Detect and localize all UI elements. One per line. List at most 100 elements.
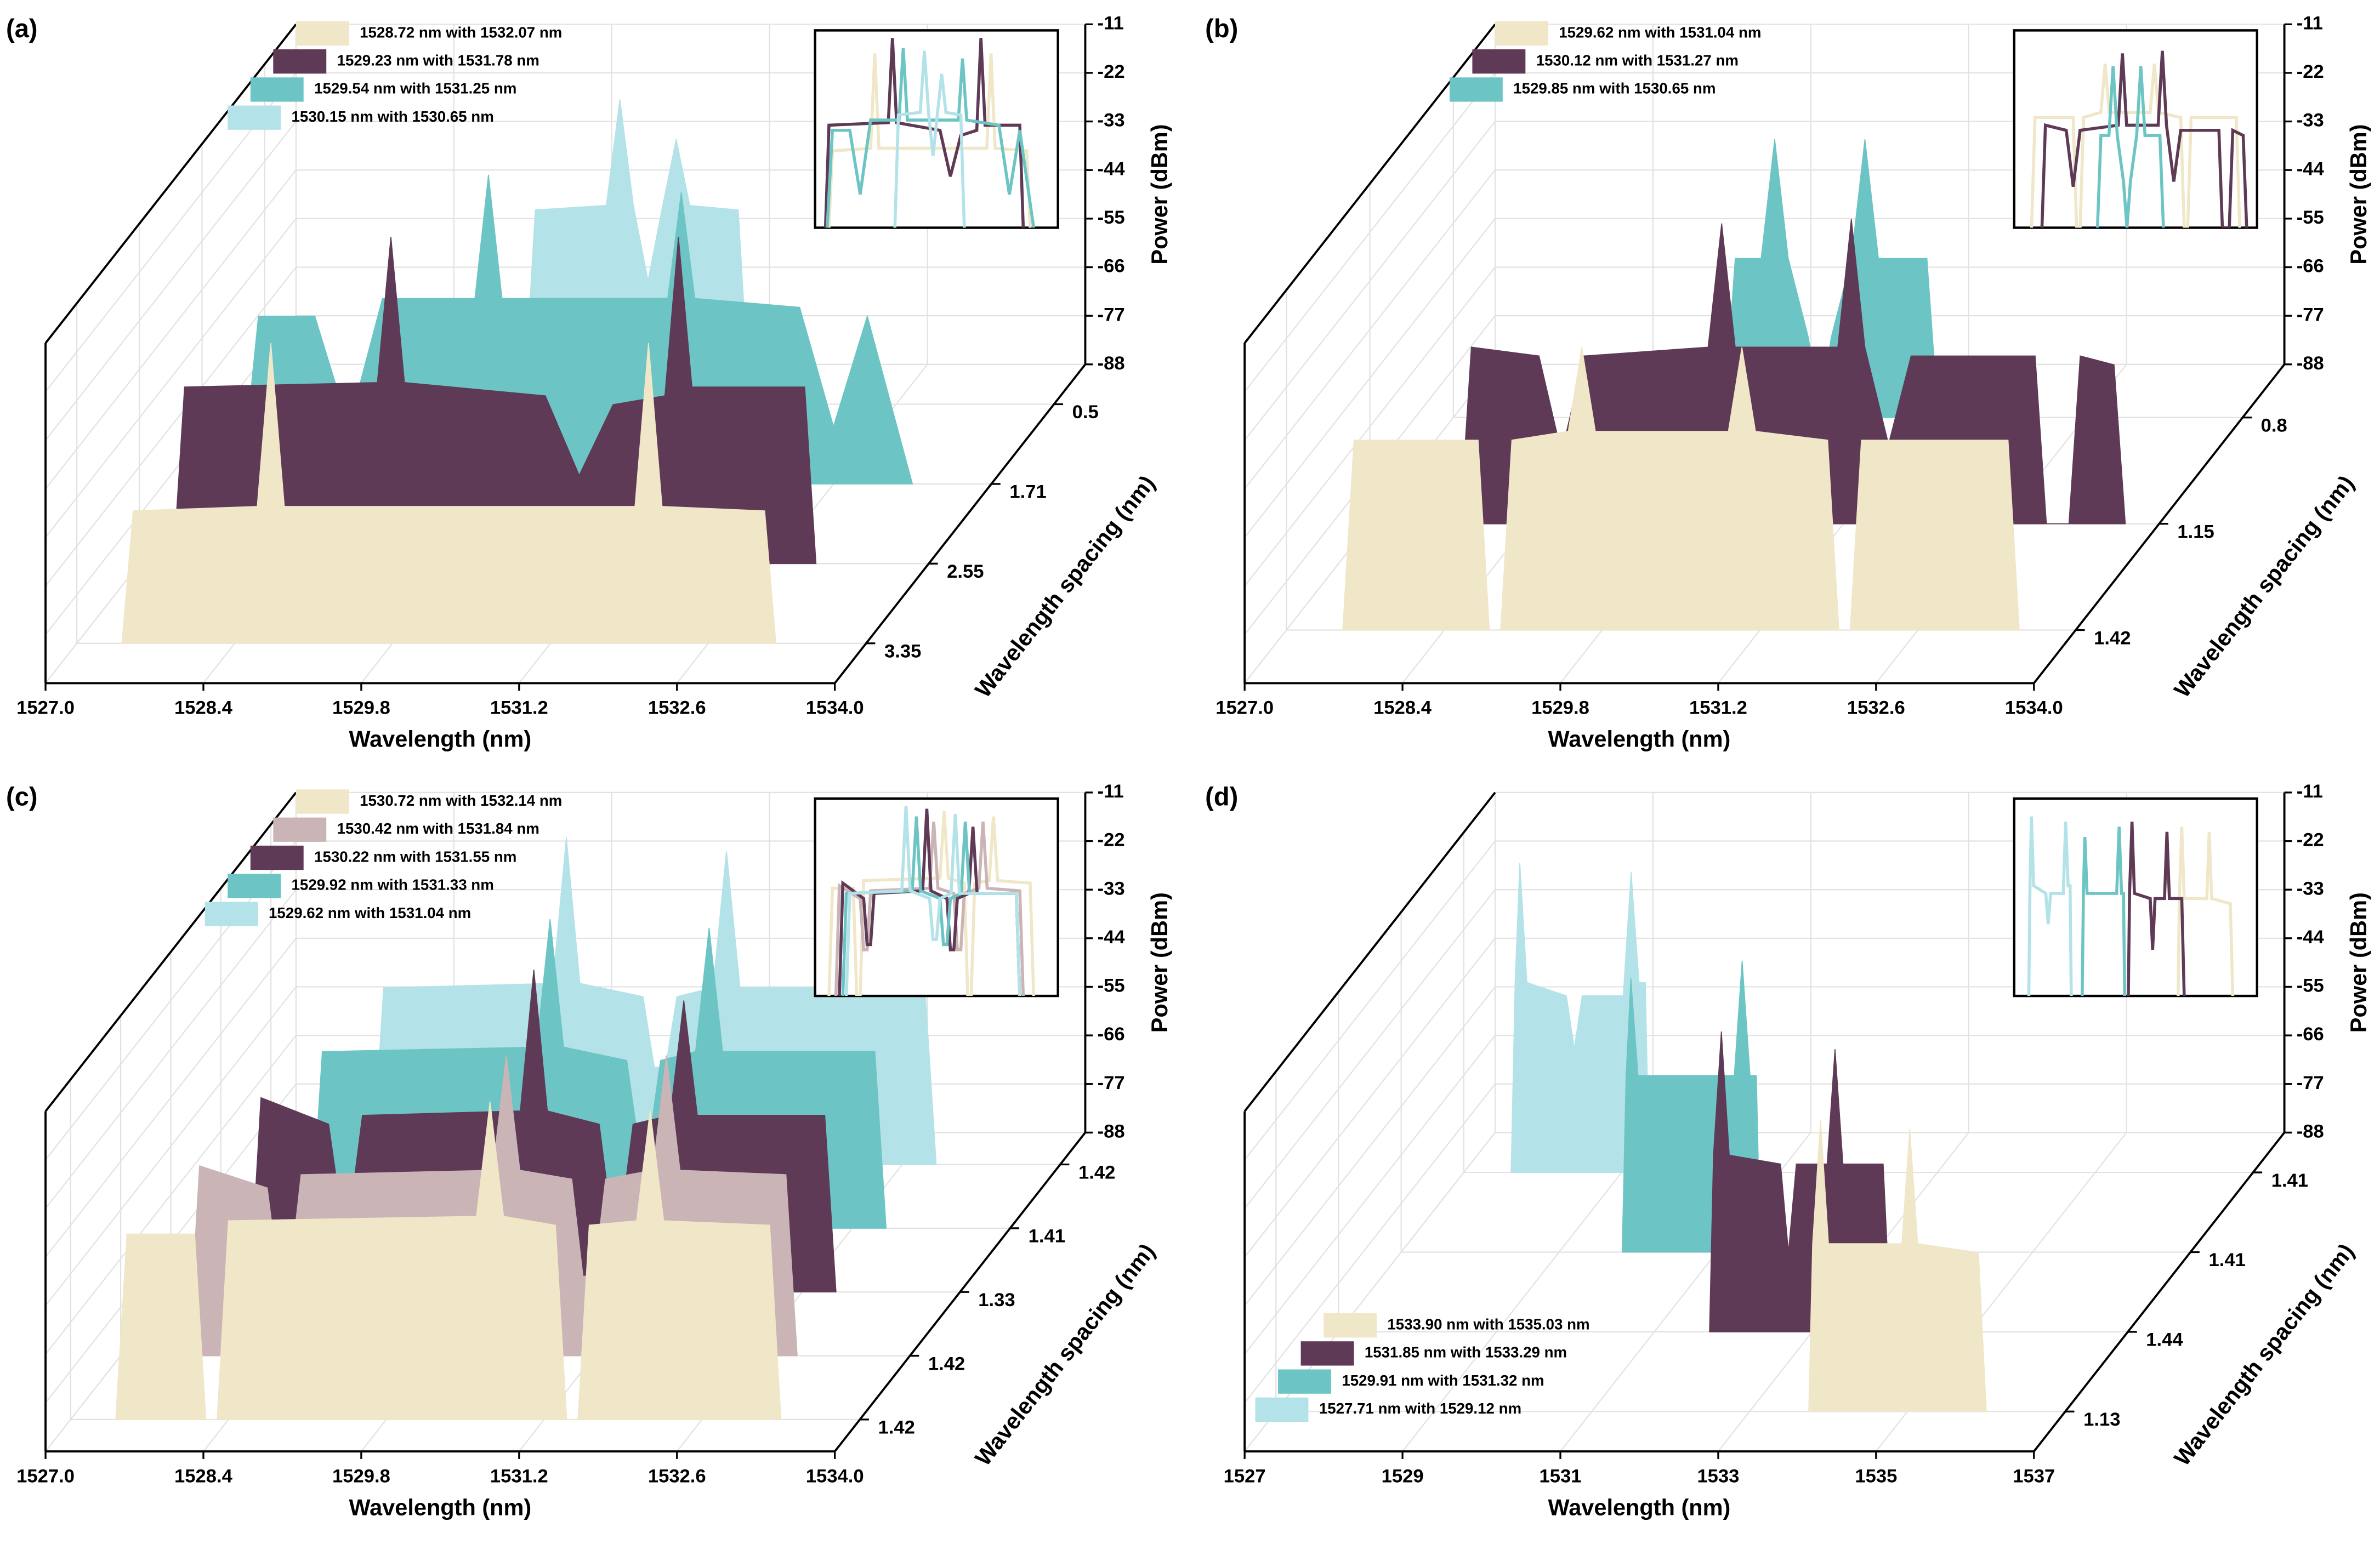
grid-line [45, 169, 297, 489]
legend-swatch [1495, 21, 1548, 46]
legend-label: 1529.54 nm with 1531.25 nm [314, 80, 516, 97]
depth-tick-label: 0.5 [1072, 402, 1099, 423]
z-tick-label: -66 [1098, 256, 1125, 277]
legend-label: 1530.12 nm with 1531.27 nm [1536, 52, 1739, 69]
z-tick-label: -11 [2297, 13, 2323, 33]
inset-line [826, 48, 1036, 228]
z-axis-title: Power (dBm) [2345, 892, 2371, 1033]
x-tick-label: 1534.0 [2005, 698, 2063, 719]
legend-label: 1529.23 nm with 1531.78 nm [337, 52, 539, 69]
z-tick-label: -55 [2297, 207, 2324, 228]
x-tick-label: 1534.0 [806, 698, 864, 719]
legend-swatch [296, 789, 349, 814]
depth-tick-label: 1.13 [2083, 1409, 2120, 1430]
x-tick-label: 1532.6 [648, 698, 706, 719]
x-axis-title: Wavelength (nm) [1548, 726, 1731, 752]
depth-tick-label: 1.42 [1078, 1162, 1115, 1183]
x-tick-label: 1527.0 [16, 698, 75, 719]
depth-axis [2033, 363, 2286, 684]
inset-frame [2013, 797, 2258, 998]
inset-line [2095, 66, 2165, 228]
z-axis-title: Power (dBm) [2345, 124, 2371, 265]
depth-tick-label: 1.42 [878, 1417, 915, 1438]
panel-label: (d) [1205, 782, 1238, 811]
depth-tick-label: 1.42 [2094, 628, 2131, 648]
z-tick-label: -66 [2297, 1024, 2324, 1045]
legend-swatch [1300, 1341, 1354, 1366]
grid-line [45, 266, 297, 586]
grid-line [1244, 889, 1496, 1209]
depth-tick-label: 1.44 [2146, 1330, 2183, 1351]
legend-label: 1533.90 nm with 1535.03 nm [1387, 1315, 1589, 1332]
inset-line [834, 821, 1025, 996]
z-tick-label: -33 [2297, 878, 2324, 899]
spectrum-area [121, 343, 777, 644]
legend-label: 1527.71 nm with 1529.12 nm [1319, 1400, 1521, 1417]
x-tick-label: 1527 [1224, 1466, 1266, 1486]
x-tick-label: 1528.4 [174, 1466, 233, 1486]
x-tick-label: 1531 [1540, 1466, 1582, 1486]
depth-tick-label: 3.35 [884, 641, 921, 662]
x-tick-label: 1529 [1382, 1466, 1424, 1486]
z-tick-label: -33 [1098, 110, 1125, 131]
x-tick-label: 1535 [1855, 1466, 1897, 1486]
legend-swatch [250, 845, 304, 870]
legend-label: 1529.62 nm with 1531.04 nm [1559, 24, 1761, 41]
x-tick-label: 1529.8 [332, 1466, 390, 1486]
x-axis-title: Wavelength (nm) [349, 726, 531, 752]
x-axis-title: Wavelength (nm) [1548, 1494, 1731, 1520]
x-tick-label: 1532.6 [1847, 698, 1905, 719]
legend-swatch [205, 902, 258, 926]
inset-line [2040, 50, 2248, 228]
inset-line [2027, 816, 2073, 996]
legend-label: 1530.72 nm with 1532.14 nm [360, 792, 562, 809]
inset-line [827, 811, 1036, 996]
depth-tick-label: 1.15 [2177, 521, 2214, 542]
x-tick-label: 1527.0 [1215, 698, 1274, 719]
z-tick-label: -66 [2297, 256, 2324, 277]
legend-label: 1530.42 nm with 1531.84 nm [337, 820, 539, 837]
legend-swatch [1278, 1369, 1331, 1394]
legend-swatch [1324, 1313, 1377, 1338]
z-tick-label: -22 [1098, 830, 1125, 851]
inset-line [2177, 827, 2235, 996]
x-tick-label: 1533 [1697, 1466, 1739, 1486]
legend-label: 1528.72 nm with 1532.07 nm [360, 24, 562, 41]
z-tick-label: -44 [1098, 158, 1126, 179]
z-tick-label: -77 [1098, 304, 1125, 325]
spectrum-area [1808, 1120, 1987, 1412]
grid-line [1244, 1084, 1496, 1404]
legend-swatch [228, 874, 281, 898]
legend-label: 1530.15 nm with 1530.65 nm [292, 108, 494, 125]
depth-tick-label: 1.42 [928, 1353, 965, 1374]
depth-tick-label: 1.41 [1029, 1226, 1065, 1247]
panel-label: (b) [1205, 14, 1238, 43]
x-tick-label: 1532.6 [648, 1466, 706, 1486]
z-tick-label: -88 [2297, 353, 2324, 374]
depth-tick-label: 1.71 [1009, 482, 1046, 503]
z-tick-label: -11 [2297, 781, 2323, 802]
z-tick-label: -11 [1098, 781, 1124, 802]
z-axis-title: Power (dBm) [1146, 892, 1172, 1033]
inset-line [2081, 827, 2127, 996]
inset-line [838, 808, 1021, 996]
legend-swatch [1449, 77, 1503, 102]
z-tick-label: -88 [2297, 1121, 2324, 1142]
inset-line [844, 806, 1021, 996]
legend-label: 1531.85 nm with 1533.29 nm [1365, 1344, 1567, 1361]
inset-line [2030, 63, 2241, 228]
z-tick-label: -44 [1098, 927, 1126, 948]
legend-swatch [250, 77, 304, 102]
depth-axis [834, 1132, 1086, 1452]
x-tick-label: 1527.0 [16, 1466, 75, 1486]
x-tick-label: 1531.2 [490, 698, 548, 719]
x-tick-label: 1531.2 [490, 1466, 548, 1486]
depth-tick-label: 0.8 [2261, 415, 2287, 436]
x-tick-label: 1531.2 [1689, 698, 1747, 719]
legend-swatch [273, 817, 327, 842]
z-tick-label: -22 [1098, 61, 1125, 82]
spectrum-area [1342, 347, 2020, 631]
depth-axis [2033, 1132, 2286, 1452]
z-tick-label: -33 [2297, 110, 2324, 131]
z-tick-label: -33 [1098, 878, 1125, 899]
